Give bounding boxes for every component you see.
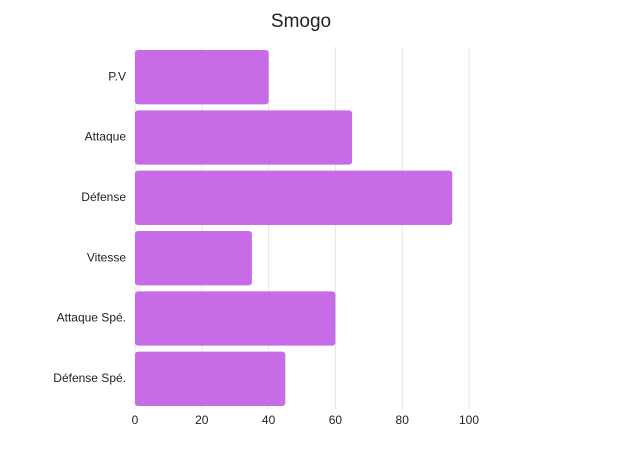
x-tick-label: 80 [396,413,410,427]
x-tick-label: 100 [459,413,479,427]
x-tick-label: 60 [329,413,343,427]
y-tick-label: Défense Spé. [53,371,126,385]
y-tick-label: Attaque [85,130,127,144]
bar [135,110,353,165]
bar [135,170,453,225]
x-tick-label: 0 [132,413,139,427]
y-tick-label: Vitesse [87,250,126,264]
bar [135,291,336,346]
y-tick-label: Défense [81,190,126,204]
bar [135,351,286,406]
x-tick-label: 20 [195,413,209,427]
y-tick-label: P.V [108,69,126,83]
chart-title: Smogo [271,11,331,32]
bar [135,231,252,286]
y-tick-label: Attaque Spé. [57,311,126,325]
bar [135,50,269,105]
x-tick-label: 40 [262,413,276,427]
